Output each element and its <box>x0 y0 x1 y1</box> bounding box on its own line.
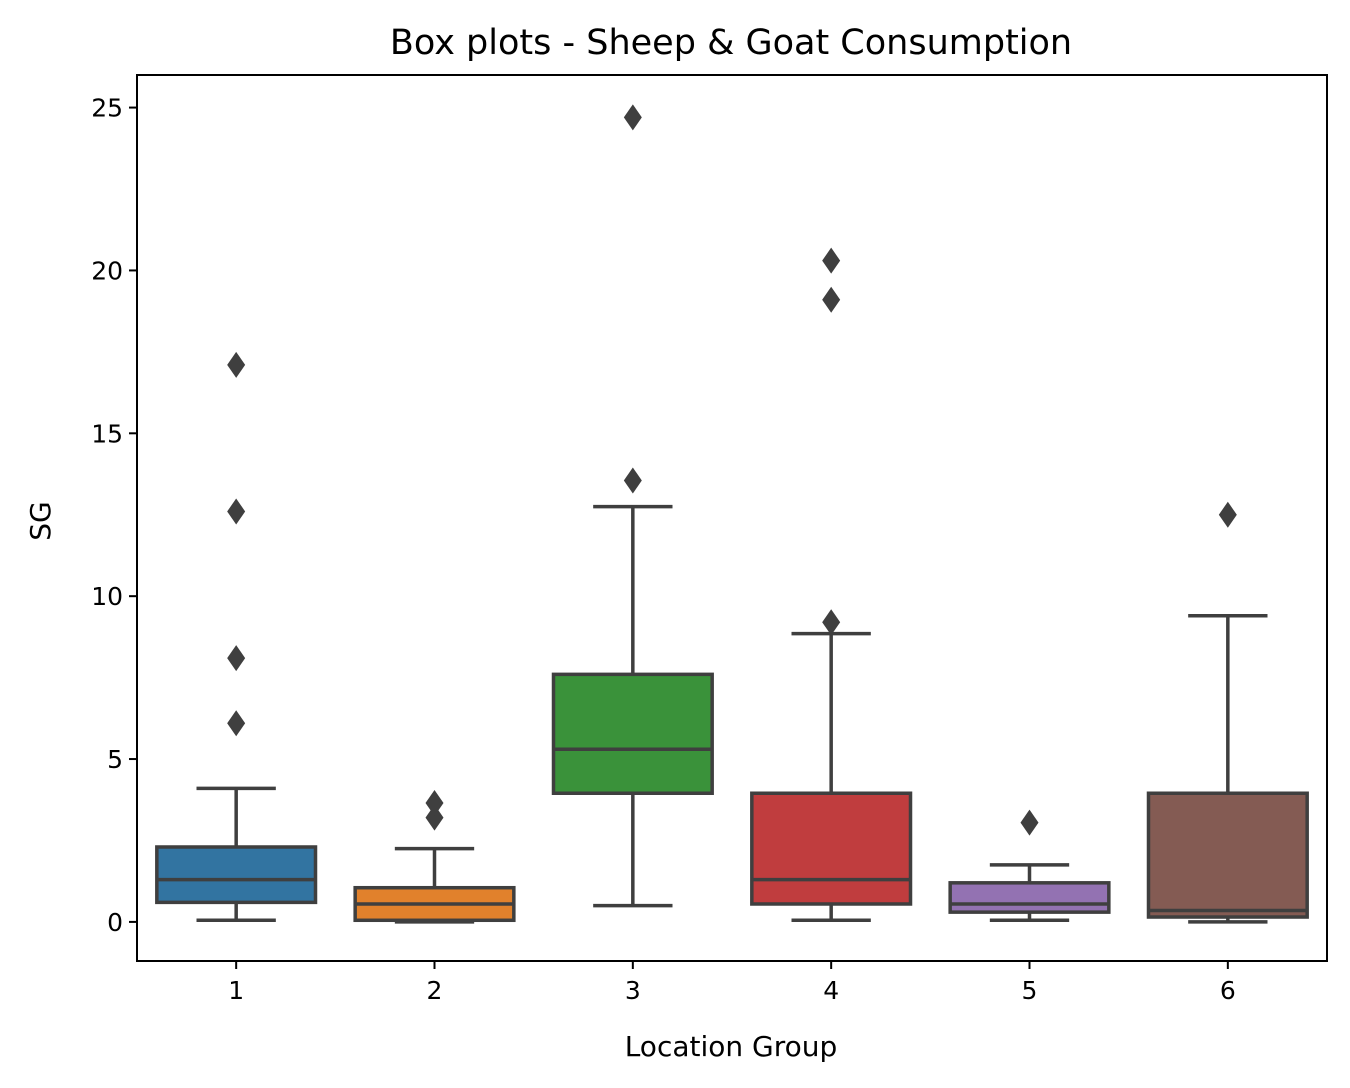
y-tick-label: 5 <box>107 745 123 774</box>
y-tick-label: 0 <box>107 908 123 937</box>
outlier-point <box>425 804 444 831</box>
outlier-point <box>227 498 246 525</box>
outlier-point <box>822 247 841 274</box>
box-3 <box>551 672 714 795</box>
box-5 <box>948 881 1111 914</box>
outlier-point <box>227 351 246 378</box>
y-tick-label: 10 <box>91 582 123 611</box>
plot-area: 0 5 10 15 20 25 1 2 3 4 5 6 <box>91 94 1309 1005</box>
x-tick-label: 2 <box>427 976 443 1005</box>
box-6 <box>1146 791 1309 919</box>
box-4 <box>750 791 913 906</box>
outlier-point <box>822 609 841 636</box>
x-tick-label: 1 <box>228 976 244 1005</box>
y-tick-label: 20 <box>91 256 123 285</box>
y-tick-label: 25 <box>91 94 123 123</box>
outlier-point <box>227 645 246 672</box>
x-tick-label: 5 <box>1022 976 1038 1005</box>
outlier-point <box>623 467 642 494</box>
box-1 <box>155 845 318 905</box>
x-tick-label: 6 <box>1220 976 1236 1005</box>
x-tick-label: 3 <box>625 976 641 1005</box>
outlier-point <box>425 790 444 817</box>
outlier-point <box>1218 501 1237 528</box>
outlier-point <box>227 710 246 737</box>
outlier-point <box>1020 809 1039 836</box>
axes-frame <box>136 74 1328 962</box>
y-tick-label: 15 <box>91 419 123 448</box>
x-axis-title: Location Group <box>625 1030 838 1063</box>
outlier-point <box>822 286 841 313</box>
chart-title: Box plots - Sheep & Goat Consumption <box>390 23 1072 63</box>
outlier-point <box>623 104 642 131</box>
y-axis-title: SG <box>24 501 57 540</box>
x-tick-label: 4 <box>823 976 839 1005</box>
